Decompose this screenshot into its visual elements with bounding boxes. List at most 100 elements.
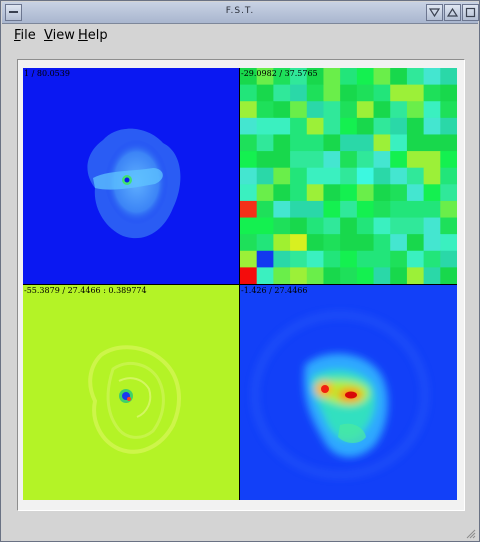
mosaic-pixel xyxy=(240,85,257,102)
mosaic-pixel xyxy=(390,218,407,235)
mosaic-pixel xyxy=(257,201,274,218)
mosaic-pixel xyxy=(390,267,407,284)
mosaic-pixel xyxy=(374,118,391,135)
mosaic-pixel xyxy=(290,151,307,168)
mosaic-pixel xyxy=(340,118,357,135)
mosaic-pixel xyxy=(424,85,441,102)
mosaic-pixel xyxy=(340,251,357,268)
mosaic-pixel xyxy=(440,218,457,235)
mosaic-pixel xyxy=(307,218,324,235)
mosaic-pixel xyxy=(340,267,357,284)
mosaic-pixel xyxy=(273,134,290,151)
mosaic-pixel xyxy=(374,267,391,284)
mosaic-pixel xyxy=(357,151,374,168)
mosaic-pixel xyxy=(290,201,307,218)
mosaic-pixel xyxy=(390,168,407,185)
mosaic-pixel xyxy=(257,118,274,135)
mosaic-pixel xyxy=(257,134,274,151)
menu-help[interactable]: Help xyxy=(78,28,108,43)
mosaic-pixel xyxy=(424,151,441,168)
mosaic-pixel xyxy=(307,251,324,268)
mosaic-pixel xyxy=(323,184,340,201)
menu-view[interactable]: View xyxy=(44,28,75,43)
mosaic-pixel xyxy=(240,218,257,235)
mosaic-pixel xyxy=(357,218,374,235)
residual-image xyxy=(23,285,239,500)
mosaic-pixel xyxy=(424,101,441,118)
mosaic-pixel xyxy=(374,201,391,218)
panel-bottom-right[interactable]: -1.426 / 27.4466 xyxy=(240,285,457,500)
mosaic-pixel xyxy=(323,168,340,185)
mosaic-pixel xyxy=(273,85,290,102)
mosaic-pixel xyxy=(374,234,391,251)
image-frame: 1 / 80.0539 -29.0982 / 37.5765 -55.3879 … xyxy=(17,59,465,511)
mosaic-pixel xyxy=(257,101,274,118)
mosaic-pixel xyxy=(323,267,340,284)
mosaic-pixel xyxy=(340,168,357,185)
mosaic-pixel xyxy=(357,134,374,151)
panel-bottom-left[interactable]: -55.3879 / 27.4466 : 0.389774 xyxy=(23,285,239,500)
mosaic-pixel xyxy=(340,151,357,168)
panel-bottom-right-label: -1.426 / 27.4466 xyxy=(241,286,307,295)
title-bar[interactable]: F.S.T. xyxy=(2,2,478,24)
galaxy-image-raw xyxy=(23,68,239,284)
mosaic-pixel xyxy=(273,101,290,118)
menu-help-mnemonic: H xyxy=(78,28,88,43)
mosaic-pixel xyxy=(240,201,257,218)
mosaic-pixel xyxy=(440,151,457,168)
mosaic-pixel xyxy=(390,118,407,135)
panel-top-right[interactable]: -29.0982 / 37.5765 xyxy=(240,68,457,284)
mosaic-pixel xyxy=(407,151,424,168)
mosaic-pixel xyxy=(390,151,407,168)
mosaic-pixel xyxy=(390,85,407,102)
mosaic-pixel xyxy=(390,201,407,218)
mosaic-pixel xyxy=(440,68,457,85)
mosaic-pixel xyxy=(307,101,324,118)
smoothed-image xyxy=(240,285,457,500)
mosaic-pixel xyxy=(424,218,441,235)
mosaic-pixel xyxy=(340,68,357,85)
mosaic-pixel xyxy=(307,134,324,151)
resize-grip-icon[interactable] xyxy=(464,527,476,539)
mosaic-pixel xyxy=(307,184,324,201)
close-icon[interactable] xyxy=(462,4,479,21)
mosaic-pixel xyxy=(424,234,441,251)
mosaic-pixel xyxy=(240,234,257,251)
mosaic-pixel xyxy=(440,134,457,151)
mosaic-pixel xyxy=(257,85,274,102)
mosaic-pixel xyxy=(407,134,424,151)
menu-view-rest: iew xyxy=(53,28,75,43)
mosaic-pixel xyxy=(273,201,290,218)
menu-bar: File View Help xyxy=(2,24,478,48)
mosaic-pixel xyxy=(273,234,290,251)
mosaic-pixel xyxy=(273,118,290,135)
menu-help-rest: elp xyxy=(88,28,108,43)
mosaic-pixel xyxy=(290,168,307,185)
mosaic-pixel xyxy=(273,184,290,201)
mosaic-pixel xyxy=(440,85,457,102)
mosaic-pixel xyxy=(357,101,374,118)
mosaic-pixel xyxy=(407,118,424,135)
maximize-icon[interactable] xyxy=(444,4,461,21)
mosaic-pixel xyxy=(290,101,307,118)
mosaic-pixel xyxy=(407,234,424,251)
mosaic-pixel xyxy=(240,101,257,118)
mosaic-pixel xyxy=(357,234,374,251)
mosaic-pixel xyxy=(390,68,407,85)
mosaic-pixel xyxy=(340,201,357,218)
mosaic-pixel xyxy=(290,251,307,268)
mosaic-pixel xyxy=(424,267,441,284)
mosaic-pixel xyxy=(440,234,457,251)
mosaic-pixel xyxy=(340,218,357,235)
status-bar xyxy=(2,517,478,541)
menu-file[interactable]: File xyxy=(14,28,36,43)
minimize-icon[interactable] xyxy=(426,4,443,21)
mosaic-pixel xyxy=(357,85,374,102)
panel-bottom-left-label: -55.3879 / 27.4466 : 0.389774 xyxy=(24,286,147,295)
mosaic-pixel xyxy=(374,151,391,168)
mosaic-pixel xyxy=(240,267,257,284)
mosaic-pixel xyxy=(307,118,324,135)
mosaic-pixel xyxy=(407,68,424,85)
panel-top-left[interactable]: 1 / 80.0539 xyxy=(23,68,239,284)
